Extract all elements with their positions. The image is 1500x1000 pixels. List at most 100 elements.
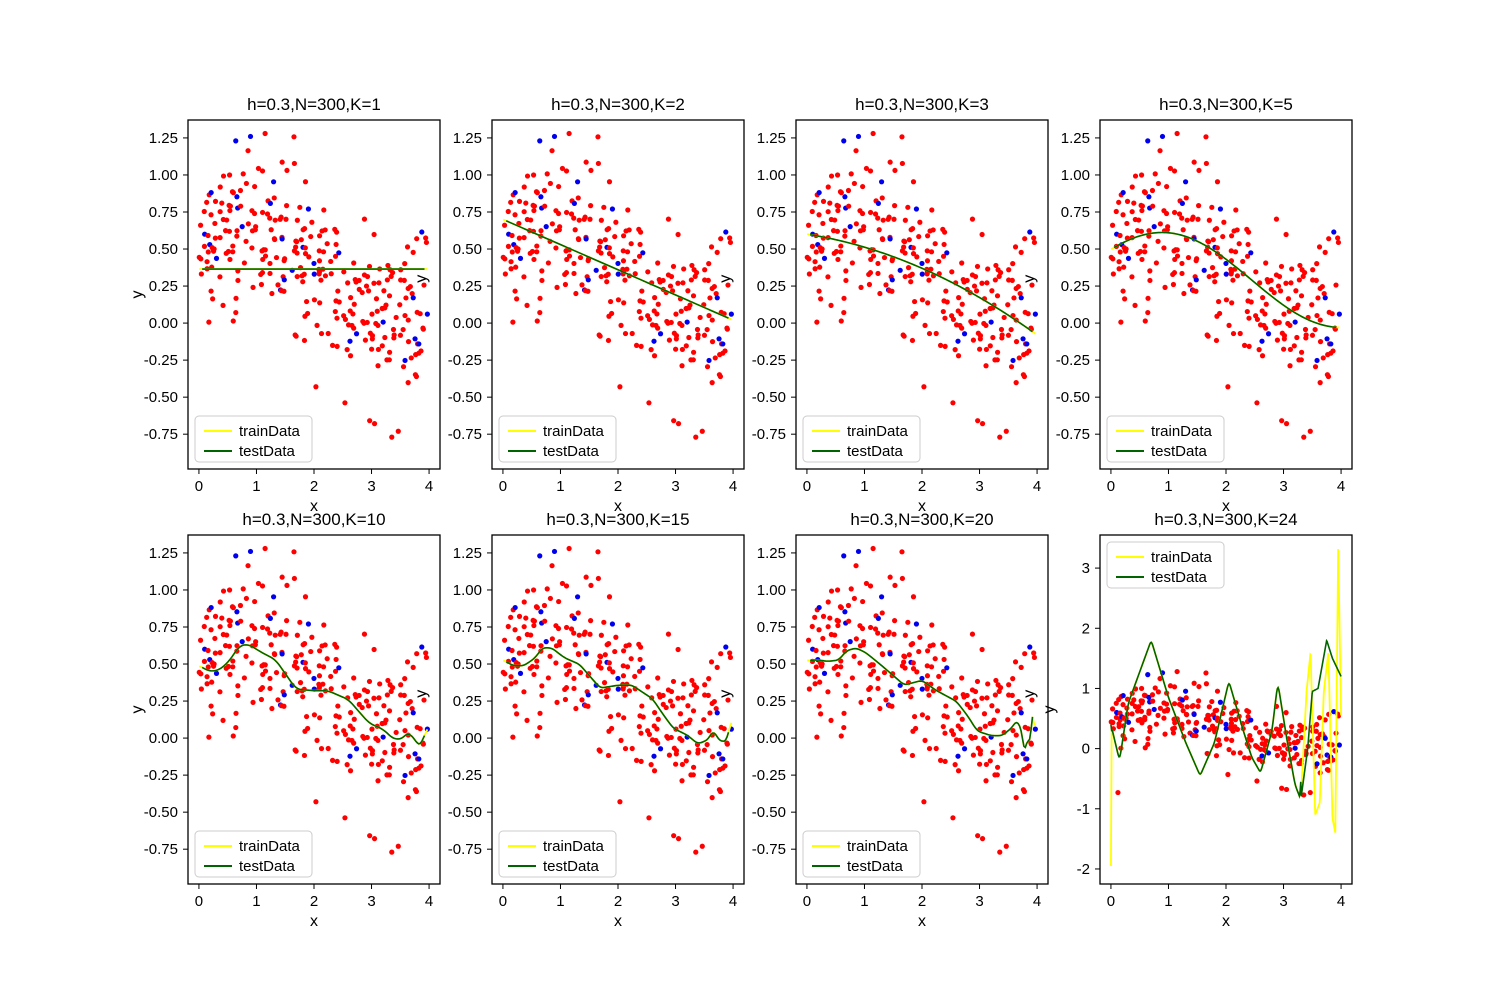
svg-text:1.00: 1.00 bbox=[757, 167, 786, 184]
svg-text:h=0.3,N=300,K=10: h=0.3,N=300,K=10 bbox=[242, 510, 385, 529]
svg-text:trainData: trainData bbox=[1151, 549, 1213, 566]
svg-text:trainData: trainData bbox=[847, 838, 909, 855]
svg-text:h=0.3,N=300,K=5: h=0.3,N=300,K=5 bbox=[1159, 95, 1293, 114]
svg-text:3: 3 bbox=[367, 478, 375, 495]
svg-text:trainData: trainData bbox=[543, 838, 605, 855]
svg-text:-0.50: -0.50 bbox=[448, 389, 482, 406]
svg-text:2: 2 bbox=[1222, 893, 1230, 910]
svg-text:x: x bbox=[1222, 913, 1230, 930]
svg-text:-0.50: -0.50 bbox=[448, 804, 482, 821]
svg-text:0.25: 0.25 bbox=[453, 278, 482, 295]
svg-text:y: y bbox=[129, 291, 146, 299]
svg-text:testData: testData bbox=[847, 443, 904, 460]
svg-text:-0.75: -0.75 bbox=[752, 426, 786, 443]
svg-text:1: 1 bbox=[252, 478, 260, 495]
svg-text:-0.25: -0.25 bbox=[144, 352, 178, 369]
svg-text:3: 3 bbox=[1279, 478, 1287, 495]
svg-text:-0.25: -0.25 bbox=[752, 767, 786, 784]
svg-text:y: y bbox=[413, 690, 430, 698]
svg-text:1: 1 bbox=[556, 478, 564, 495]
svg-text:-0.25: -0.25 bbox=[144, 767, 178, 784]
svg-text:trainData: trainData bbox=[847, 423, 909, 440]
svg-text:x: x bbox=[310, 913, 318, 930]
svg-text:2: 2 bbox=[1222, 478, 1230, 495]
svg-text:-1: -1 bbox=[1077, 801, 1090, 818]
svg-text:0.25: 0.25 bbox=[149, 693, 178, 710]
svg-text:-0.50: -0.50 bbox=[1056, 389, 1090, 406]
svg-text:y: y bbox=[129, 706, 146, 714]
svg-text:testData: testData bbox=[1151, 443, 1208, 460]
svg-text:1.00: 1.00 bbox=[149, 582, 178, 599]
svg-text:h=0.3,N=300,K=1: h=0.3,N=300,K=1 bbox=[247, 95, 381, 114]
svg-text:testData: testData bbox=[1151, 569, 1208, 586]
svg-text:0: 0 bbox=[499, 893, 507, 910]
svg-text:-0.75: -0.75 bbox=[448, 841, 482, 858]
svg-text:1.25: 1.25 bbox=[757, 545, 786, 562]
svg-text:0: 0 bbox=[1082, 741, 1090, 758]
svg-text:1.25: 1.25 bbox=[453, 130, 482, 147]
svg-text:0.50: 0.50 bbox=[453, 241, 482, 258]
svg-text:0.75: 0.75 bbox=[757, 619, 786, 636]
svg-text:3: 3 bbox=[1279, 893, 1287, 910]
svg-text:0.25: 0.25 bbox=[757, 693, 786, 710]
svg-text:0: 0 bbox=[499, 478, 507, 495]
svg-text:0.50: 0.50 bbox=[757, 241, 786, 258]
svg-text:1.25: 1.25 bbox=[453, 545, 482, 562]
svg-text:-2: -2 bbox=[1077, 861, 1090, 878]
svg-text:1.00: 1.00 bbox=[757, 582, 786, 599]
svg-text:1: 1 bbox=[1082, 680, 1090, 697]
svg-text:0.75: 0.75 bbox=[757, 204, 786, 221]
svg-text:4: 4 bbox=[1033, 893, 1041, 910]
svg-text:2: 2 bbox=[310, 478, 318, 495]
svg-text:2: 2 bbox=[918, 893, 926, 910]
svg-text:y: y bbox=[1021, 275, 1038, 283]
svg-text:1.25: 1.25 bbox=[149, 545, 178, 562]
svg-text:-0.25: -0.25 bbox=[448, 352, 482, 369]
svg-text:testData: testData bbox=[847, 858, 904, 875]
svg-text:-0.25: -0.25 bbox=[752, 352, 786, 369]
svg-text:testData: testData bbox=[543, 858, 600, 875]
svg-text:0.00: 0.00 bbox=[453, 730, 482, 747]
svg-text:-0.50: -0.50 bbox=[144, 389, 178, 406]
svg-text:y: y bbox=[413, 275, 430, 283]
svg-text:0.75: 0.75 bbox=[149, 204, 178, 221]
svg-text:1: 1 bbox=[1164, 893, 1172, 910]
svg-text:testData: testData bbox=[239, 443, 296, 460]
svg-text:2: 2 bbox=[918, 478, 926, 495]
svg-text:1: 1 bbox=[860, 893, 868, 910]
svg-text:-0.75: -0.75 bbox=[1056, 426, 1090, 443]
svg-text:1: 1 bbox=[860, 478, 868, 495]
svg-text:trainData: trainData bbox=[543, 423, 605, 440]
svg-text:4: 4 bbox=[425, 893, 433, 910]
svg-text:4: 4 bbox=[729, 478, 737, 495]
svg-text:0.00: 0.00 bbox=[453, 315, 482, 332]
svg-text:0.00: 0.00 bbox=[757, 730, 786, 747]
svg-text:testData: testData bbox=[239, 858, 296, 875]
svg-text:0.00: 0.00 bbox=[757, 315, 786, 332]
svg-text:0.75: 0.75 bbox=[149, 619, 178, 636]
svg-text:0.00: 0.00 bbox=[149, 730, 178, 747]
svg-text:h=0.3,N=300,K=20: h=0.3,N=300,K=20 bbox=[850, 510, 993, 529]
svg-text:4: 4 bbox=[425, 478, 433, 495]
svg-text:4: 4 bbox=[729, 893, 737, 910]
svg-text:0: 0 bbox=[195, 478, 203, 495]
svg-text:0.50: 0.50 bbox=[453, 656, 482, 673]
svg-text:0.50: 0.50 bbox=[149, 241, 178, 258]
svg-text:1: 1 bbox=[556, 893, 564, 910]
svg-text:0.00: 0.00 bbox=[149, 315, 178, 332]
svg-text:1.25: 1.25 bbox=[1061, 130, 1090, 147]
svg-text:1: 1 bbox=[252, 893, 260, 910]
svg-text:-0.50: -0.50 bbox=[752, 804, 786, 821]
svg-text:0.25: 0.25 bbox=[1061, 278, 1090, 295]
svg-text:0.50: 0.50 bbox=[1061, 241, 1090, 258]
svg-text:4: 4 bbox=[1337, 893, 1345, 910]
svg-text:2: 2 bbox=[1082, 620, 1090, 637]
svg-text:-0.25: -0.25 bbox=[1056, 352, 1090, 369]
svg-text:3: 3 bbox=[671, 893, 679, 910]
svg-text:h=0.3,N=300,K=3: h=0.3,N=300,K=3 bbox=[855, 95, 989, 114]
svg-text:-0.75: -0.75 bbox=[752, 841, 786, 858]
svg-text:0.00: 0.00 bbox=[1061, 315, 1090, 332]
svg-text:2: 2 bbox=[614, 893, 622, 910]
svg-text:4: 4 bbox=[1033, 478, 1041, 495]
svg-text:0: 0 bbox=[803, 478, 811, 495]
